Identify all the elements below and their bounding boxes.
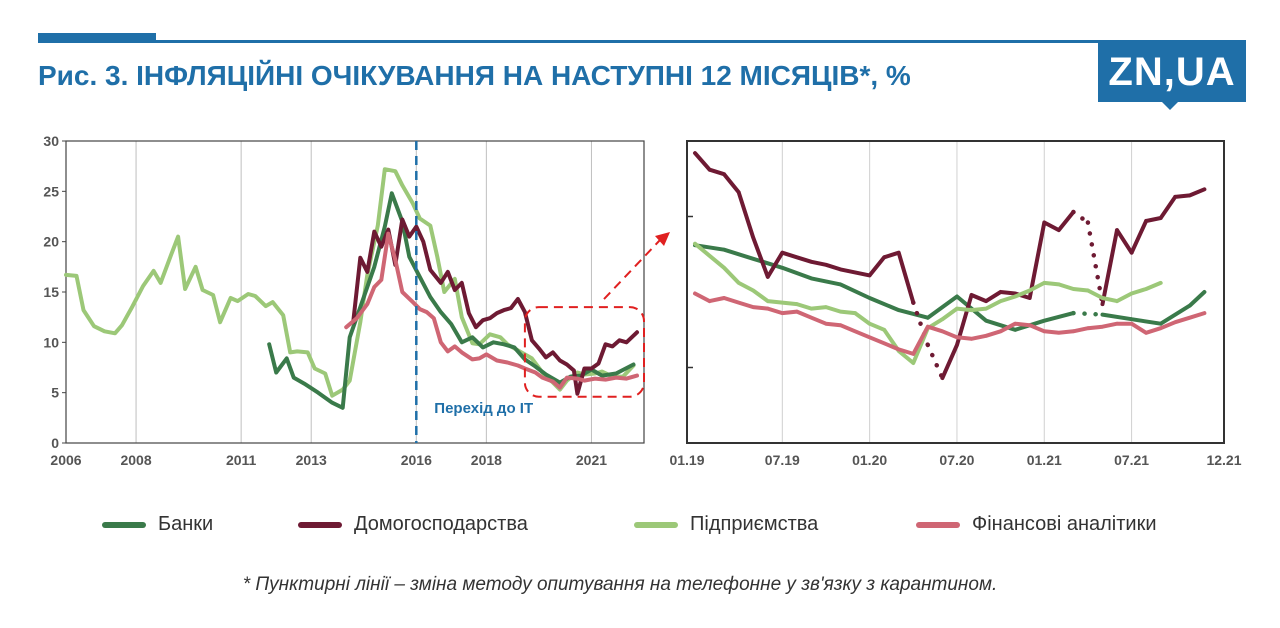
right-x-tick-label-07.21: 07.21: [1114, 452, 1149, 468]
right-series-dotted-banks: [1071, 310, 1105, 317]
header-rule-line: [38, 40, 1246, 43]
right-series-dotted-households: [911, 209, 1105, 381]
left-y-tick-label-25: 25: [43, 183, 59, 199]
left-series-line-households: [351, 217, 639, 396]
left-y-tick-label-20: 20: [43, 234, 59, 250]
left-series-line-enterprises: [64, 167, 636, 398]
left-x-tick-label-2013: 2013: [296, 452, 327, 468]
right-plot-frame: [686, 140, 1225, 444]
zoom-arrow-head: [655, 232, 670, 246]
zoom-highlight-frame: [523, 306, 645, 398]
left-y-tick-label-0: 0: [51, 435, 59, 451]
left-x-tick-label-2018: 2018: [471, 452, 502, 468]
zn-ua-logo: ZN,UA: [1098, 42, 1246, 102]
right-x-tick-label-07.19: 07.19: [765, 452, 800, 468]
right-series-line-households: [693, 151, 1207, 381]
right-x-tick-label-01.21: 01.21: [1027, 452, 1062, 468]
footnote: * Пунктирні лінії – зміна методу опитува…: [242, 574, 998, 595]
right-x-tick-label-01.19: 01.19: [669, 452, 704, 468]
left-x-tick-label-2006: 2006: [50, 452, 81, 468]
header-rule-accent: [38, 33, 156, 43]
left-y-tick-label-30: 30: [43, 133, 59, 149]
page-title: Рис. 3. ІНФЛЯЦІЙНІ ОЧІКУВАННЯ НА НАСТУПН…: [38, 60, 911, 91]
right-x-tick-label-12.21: 12.21: [1206, 452, 1241, 468]
right-x-tick-label-07.20: 07.20: [939, 452, 974, 468]
logo-text: ZN,UA: [1108, 49, 1236, 94]
right-series-line-banks: [693, 243, 1207, 332]
left-x-tick-label-2021: 2021: [576, 452, 607, 468]
zoom-connector-line: [603, 239, 661, 300]
left-x-tick-label-2011: 2011: [226, 452, 257, 468]
right-series-line-enterprises: [693, 241, 1163, 365]
left-x-tick-label-2008: 2008: [120, 452, 151, 468]
left-y-tick-label-15: 15: [43, 284, 59, 300]
left-y-tick-label-5: 5: [51, 385, 59, 401]
right-series-line-analysts: [693, 291, 1207, 356]
right-x-tick-label-01.20: 01.20: [852, 452, 887, 468]
it-transition-label: Перехід до ІТ: [434, 400, 533, 417]
logo-speech-tail: [1160, 100, 1180, 110]
left-y-tick-label-10: 10: [43, 334, 59, 350]
header-rule: [38, 33, 1246, 43]
left-x-tick-label-2016: 2016: [401, 452, 432, 468]
left-series-line-analysts: [344, 231, 639, 390]
